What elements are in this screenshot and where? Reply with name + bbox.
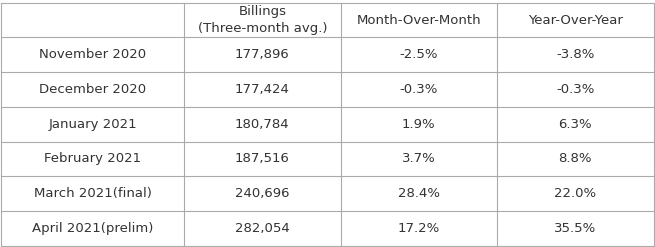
Text: February 2021: February 2021 xyxy=(44,152,141,165)
Text: 28.4%: 28.4% xyxy=(398,187,440,200)
Text: December 2020: December 2020 xyxy=(39,83,146,96)
Text: Year-Over-Year: Year-Over-Year xyxy=(528,14,623,27)
Text: 177,424: 177,424 xyxy=(235,83,290,96)
Text: -2.5%: -2.5% xyxy=(400,48,438,61)
Text: 22.0%: 22.0% xyxy=(554,187,597,200)
Text: 6.3%: 6.3% xyxy=(559,118,592,131)
Text: 35.5%: 35.5% xyxy=(554,222,597,235)
Text: 187,516: 187,516 xyxy=(235,152,290,165)
Text: -3.8%: -3.8% xyxy=(556,48,595,61)
Text: March 2021(final): March 2021(final) xyxy=(34,187,152,200)
Text: 282,054: 282,054 xyxy=(235,222,290,235)
Text: 3.7%: 3.7% xyxy=(402,152,436,165)
Text: 240,696: 240,696 xyxy=(235,187,290,200)
Text: Month-Over-Month: Month-Over-Month xyxy=(356,14,481,27)
Text: November 2020: November 2020 xyxy=(39,48,146,61)
Text: 8.8%: 8.8% xyxy=(559,152,592,165)
Text: -0.3%: -0.3% xyxy=(556,83,595,96)
Text: 1.9%: 1.9% xyxy=(402,118,436,131)
Text: -0.3%: -0.3% xyxy=(400,83,438,96)
Text: 17.2%: 17.2% xyxy=(398,222,440,235)
Text: 180,784: 180,784 xyxy=(235,118,290,131)
Text: Billings
(Three-month avg.): Billings (Three-month avg.) xyxy=(198,5,327,35)
Text: April 2021(prelim): April 2021(prelim) xyxy=(32,222,153,235)
Text: 177,896: 177,896 xyxy=(235,48,290,61)
Text: January 2021: January 2021 xyxy=(48,118,137,131)
